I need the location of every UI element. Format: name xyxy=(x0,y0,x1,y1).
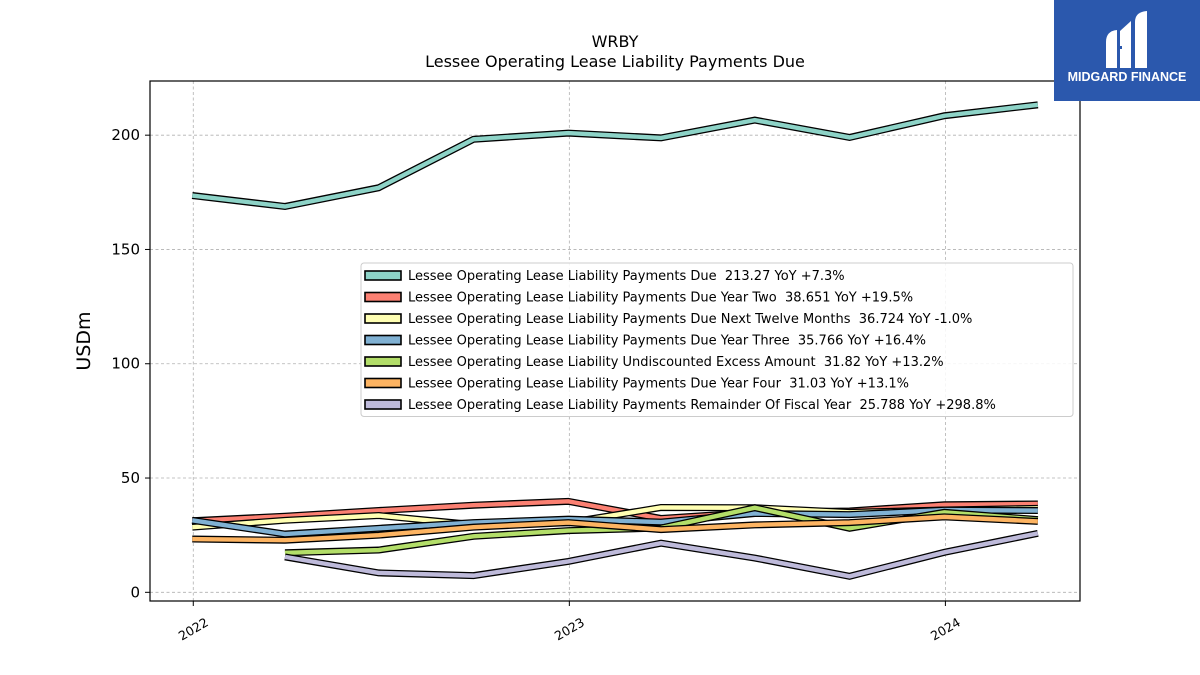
legend-item: Lessee Operating Lease Liability Payment… xyxy=(364,269,845,284)
legend-item: Lessee Operating Lease Liability Payment… xyxy=(364,398,996,413)
legend-swatch xyxy=(364,291,402,303)
axes-frame xyxy=(149,80,1081,602)
y-axis: 0 50 100 150 200 xyxy=(111,126,150,601)
legend-swatch xyxy=(364,334,402,346)
legend-label: Lessee Operating Lease Liability Payment… xyxy=(408,398,996,413)
series-layer xyxy=(191,101,1039,580)
series xyxy=(191,506,1038,538)
legend: Lessee Operating Lease Liability Payment… xyxy=(360,262,1074,417)
legend-item: Lessee Operating Lease Liability Undisco… xyxy=(364,355,944,370)
y-tick-label: 150 xyxy=(111,240,140,258)
y-tick-label: 200 xyxy=(111,126,140,144)
legend-label: Lessee Operating Lease Liability Payment… xyxy=(408,291,913,306)
legend-item: Lessee Operating Lease Liability Payment… xyxy=(364,291,913,306)
chart-subtitle: Lessee Operating Lease Liability Payment… xyxy=(425,52,805,71)
legend-label: Lessee Operating Lease Liability Payment… xyxy=(408,269,845,284)
legend-label: Lessee Operating Lease Liability Payment… xyxy=(408,377,909,392)
logo: MIDGARD FINANCE xyxy=(1054,0,1200,101)
midgard-logo-icon xyxy=(1106,11,1147,68)
legend-box xyxy=(360,262,1074,417)
series-line xyxy=(191,507,1038,537)
logo-text: MIDGARD FINANCE xyxy=(1068,70,1187,84)
y-tick-label: 50 xyxy=(121,469,140,487)
legend-label: Lessee Operating Lease Liability Undisco… xyxy=(408,355,944,370)
series-line xyxy=(192,514,1038,543)
y-tick-label: 100 xyxy=(111,355,140,373)
legend-item: Lessee Operating Lease Liability Payment… xyxy=(364,377,909,392)
series-line xyxy=(191,102,1039,209)
legend-swatch xyxy=(364,270,402,281)
legend-label: Lessee Operating Lease Liability Payment… xyxy=(408,334,926,349)
chart-title: WRBY xyxy=(592,32,639,51)
series xyxy=(192,513,1039,544)
series xyxy=(284,529,1039,580)
legend-label: Lessee Operating Lease Liability Payment… xyxy=(408,312,972,327)
series xyxy=(191,101,1039,211)
legend-item: Lessee Operating Lease Liability Payment… xyxy=(364,312,972,327)
y-axis-label: USDm xyxy=(73,311,95,370)
legend-swatch xyxy=(364,313,402,324)
legend-item: Lessee Operating Lease Liability Payment… xyxy=(364,334,926,349)
y-tick-label: 0 xyxy=(130,583,140,601)
series-line xyxy=(284,531,1039,579)
legend-swatch xyxy=(364,377,402,389)
legend-swatch xyxy=(364,399,402,410)
legend-swatch xyxy=(364,356,402,367)
